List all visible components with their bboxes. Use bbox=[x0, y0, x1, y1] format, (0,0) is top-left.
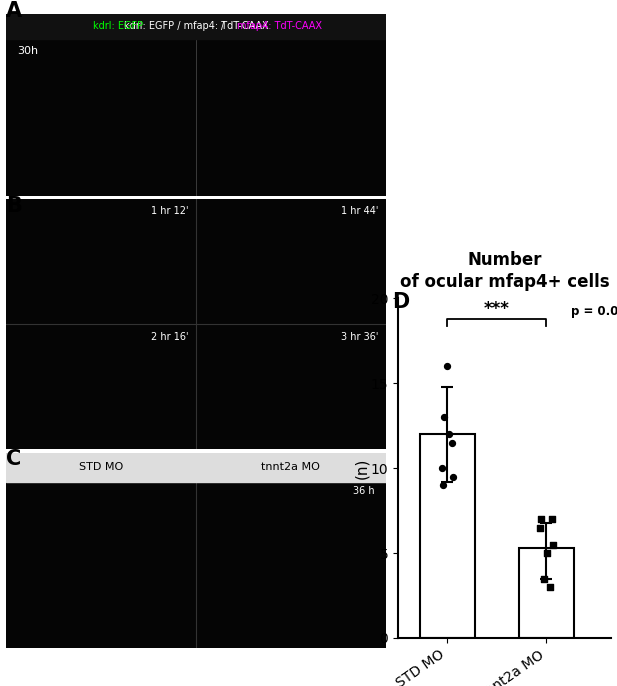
Text: 30h: 30h bbox=[17, 47, 39, 56]
Text: mfap4: TdT-CAAX: mfap4: TdT-CAAX bbox=[237, 21, 322, 32]
Title: Number
of ocular mfap4+ cells: Number of ocular mfap4+ cells bbox=[400, 251, 609, 292]
Point bbox=[444, 429, 454, 440]
Point bbox=[549, 539, 558, 550]
Text: ***: *** bbox=[484, 300, 510, 318]
Point bbox=[437, 480, 447, 490]
Bar bbox=[6, 14, 386, 39]
Text: tnnt2a MO: tnnt2a MO bbox=[262, 462, 320, 473]
Text: p = 0.0003: p = 0.0003 bbox=[571, 305, 617, 318]
Point bbox=[447, 437, 457, 448]
Text: B: B bbox=[6, 196, 22, 215]
Text: kdrl: EGFP / mfap4: TdT-CAAX: kdrl: EGFP / mfap4: TdT-CAAX bbox=[123, 21, 268, 32]
Point bbox=[542, 547, 552, 558]
Text: 3 hr 36': 3 hr 36' bbox=[341, 331, 378, 342]
Bar bbox=[420, 434, 474, 638]
Point bbox=[547, 514, 557, 525]
Text: C: C bbox=[6, 449, 22, 469]
Text: A: A bbox=[6, 1, 22, 21]
Point bbox=[539, 573, 549, 584]
Point bbox=[449, 471, 458, 482]
Point bbox=[536, 514, 545, 525]
Text: 2 hr 16': 2 hr 16' bbox=[151, 331, 188, 342]
Text: kdrl: EGFP: kdrl: EGFP bbox=[93, 21, 143, 32]
Text: D: D bbox=[392, 292, 409, 311]
Text: STD MO: STD MO bbox=[79, 462, 123, 473]
Point bbox=[534, 522, 544, 533]
Point bbox=[545, 582, 555, 593]
Bar bbox=[6, 453, 386, 482]
Text: 1 hr 44': 1 hr 44' bbox=[341, 206, 378, 217]
Text: 36 h: 36 h bbox=[353, 486, 375, 496]
Y-axis label: (n): (n) bbox=[354, 458, 369, 479]
Text: /: / bbox=[221, 21, 224, 32]
Bar bbox=[520, 548, 574, 638]
Point bbox=[439, 412, 449, 423]
Point bbox=[437, 462, 447, 473]
Point bbox=[442, 361, 452, 372]
Text: 1 hr 12': 1 hr 12' bbox=[151, 206, 188, 217]
